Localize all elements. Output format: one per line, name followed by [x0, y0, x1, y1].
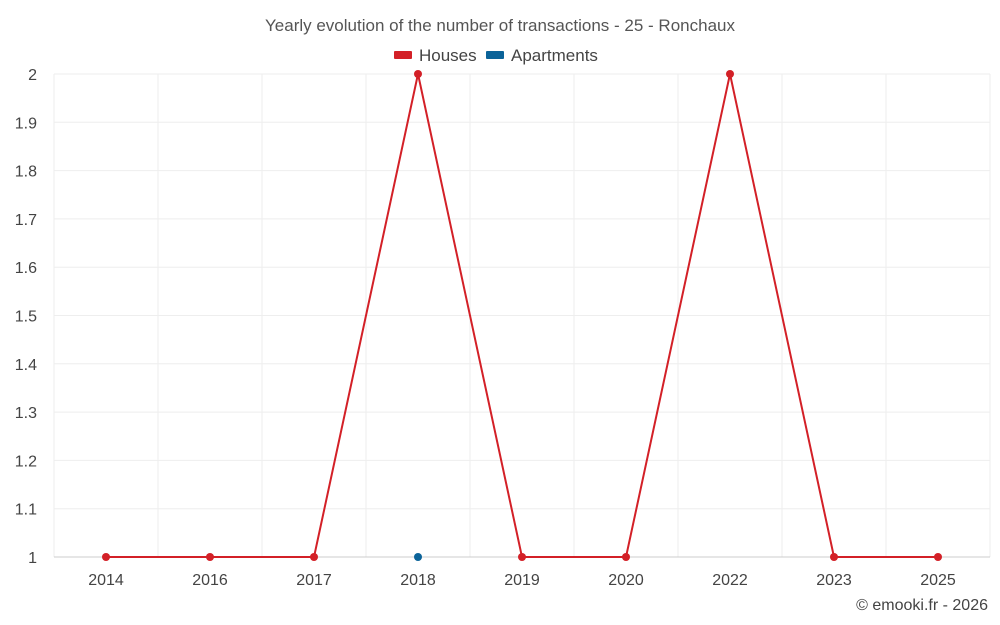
series-points — [102, 70, 942, 561]
y-tick-label: 2 — [28, 67, 37, 84]
x-tick-label: 2020 — [608, 572, 644, 589]
houses-data-point[interactable] — [414, 70, 422, 78]
x-tick-label: 2023 — [816, 572, 852, 589]
legend-label-apartments: Apartments — [511, 46, 598, 65]
legend-swatch-apartments — [486, 51, 504, 59]
y-tick-label: 1.8 — [15, 164, 37, 181]
houses-data-point[interactable] — [206, 553, 214, 561]
houses-data-point[interactable] — [102, 553, 110, 561]
x-tick-label: 2022 — [712, 572, 748, 589]
y-tick-label: 1.1 — [15, 502, 37, 519]
apartments-data-point[interactable] — [414, 553, 422, 561]
y-tick-label: 1.2 — [15, 453, 37, 470]
grid — [53, 73, 991, 558]
houses-data-point[interactable] — [622, 553, 630, 561]
x-tick-label: 2019 — [504, 572, 540, 589]
x-tick-label: 2018 — [400, 572, 436, 589]
y-tick-label: 1.7 — [15, 212, 37, 229]
x-axis: 2014 2016 2017 2018 2019 2020 2022 2023 2025 — [88, 572, 956, 589]
legend: Houses Apartments — [394, 46, 598, 65]
legend-swatch-houses — [394, 51, 412, 59]
y-tick-label: 1 — [28, 550, 37, 567]
houses-data-point[interactable] — [310, 553, 318, 561]
x-tick-label: 2014 — [88, 572, 124, 589]
houses-data-point[interactable] — [726, 70, 734, 78]
y-tick-label: 1.5 — [15, 309, 37, 326]
x-tick-label: 2016 — [192, 572, 228, 589]
y-tick-label: 1.4 — [15, 357, 37, 374]
chart-title: Yearly evolution of the number of transa… — [265, 16, 735, 35]
houses-data-point[interactable] — [830, 553, 838, 561]
x-tick-label: 2025 — [920, 572, 956, 589]
houses-data-point[interactable] — [518, 553, 526, 561]
credit-text: © emooki.fr - 2026 — [856, 597, 988, 614]
y-tick-label: 1.3 — [15, 405, 37, 422]
legend-label-houses: Houses — [419, 46, 477, 65]
y-axis: 1 1.1 1.2 1.3 1.4 1.5 1.6 1.7 1.8 1.9 2 — [15, 67, 37, 567]
x-tick-label: 2017 — [296, 572, 332, 589]
y-tick-label: 1.9 — [15, 115, 37, 132]
legend-item-apartments[interactable]: Apartments — [486, 46, 598, 65]
y-tick-label: 1.6 — [15, 260, 37, 277]
houses-data-point[interactable] — [934, 553, 942, 561]
legend-item-houses[interactable]: Houses — [394, 46, 477, 65]
